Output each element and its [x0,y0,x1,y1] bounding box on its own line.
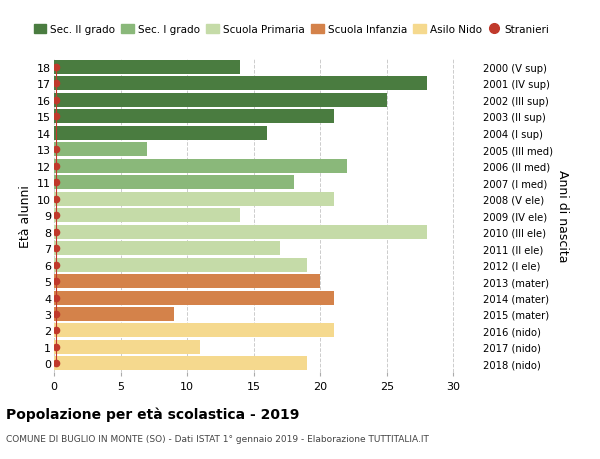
Bar [54,94,387,108]
Bar [54,77,427,91]
Bar [54,291,334,305]
Bar [54,176,293,190]
Bar [54,143,147,157]
Bar [54,159,347,174]
Text: Popolazione per età scolastica - 2019: Popolazione per età scolastica - 2019 [6,406,299,421]
Bar [54,324,334,338]
Bar [54,61,241,75]
Bar [54,110,334,124]
Bar [54,258,307,272]
Y-axis label: Età alunni: Età alunni [19,185,32,247]
Bar [54,357,307,370]
Bar [54,340,200,354]
Bar [54,225,427,239]
Bar [54,274,320,288]
Bar [54,209,241,223]
Text: COMUNE DI BUGLIO IN MONTE (SO) - Dati ISTAT 1° gennaio 2019 - Elaborazione TUTTI: COMUNE DI BUGLIO IN MONTE (SO) - Dati IS… [6,434,429,443]
Legend: Sec. II grado, Sec. I grado, Scuola Primaria, Scuola Infanzia, Asilo Nido, Stran: Sec. II grado, Sec. I grado, Scuola Prim… [29,21,554,39]
Bar [54,308,174,321]
Bar [54,192,334,206]
Y-axis label: Anni di nascita: Anni di nascita [556,169,569,262]
Bar [54,241,280,256]
Bar [54,127,267,140]
